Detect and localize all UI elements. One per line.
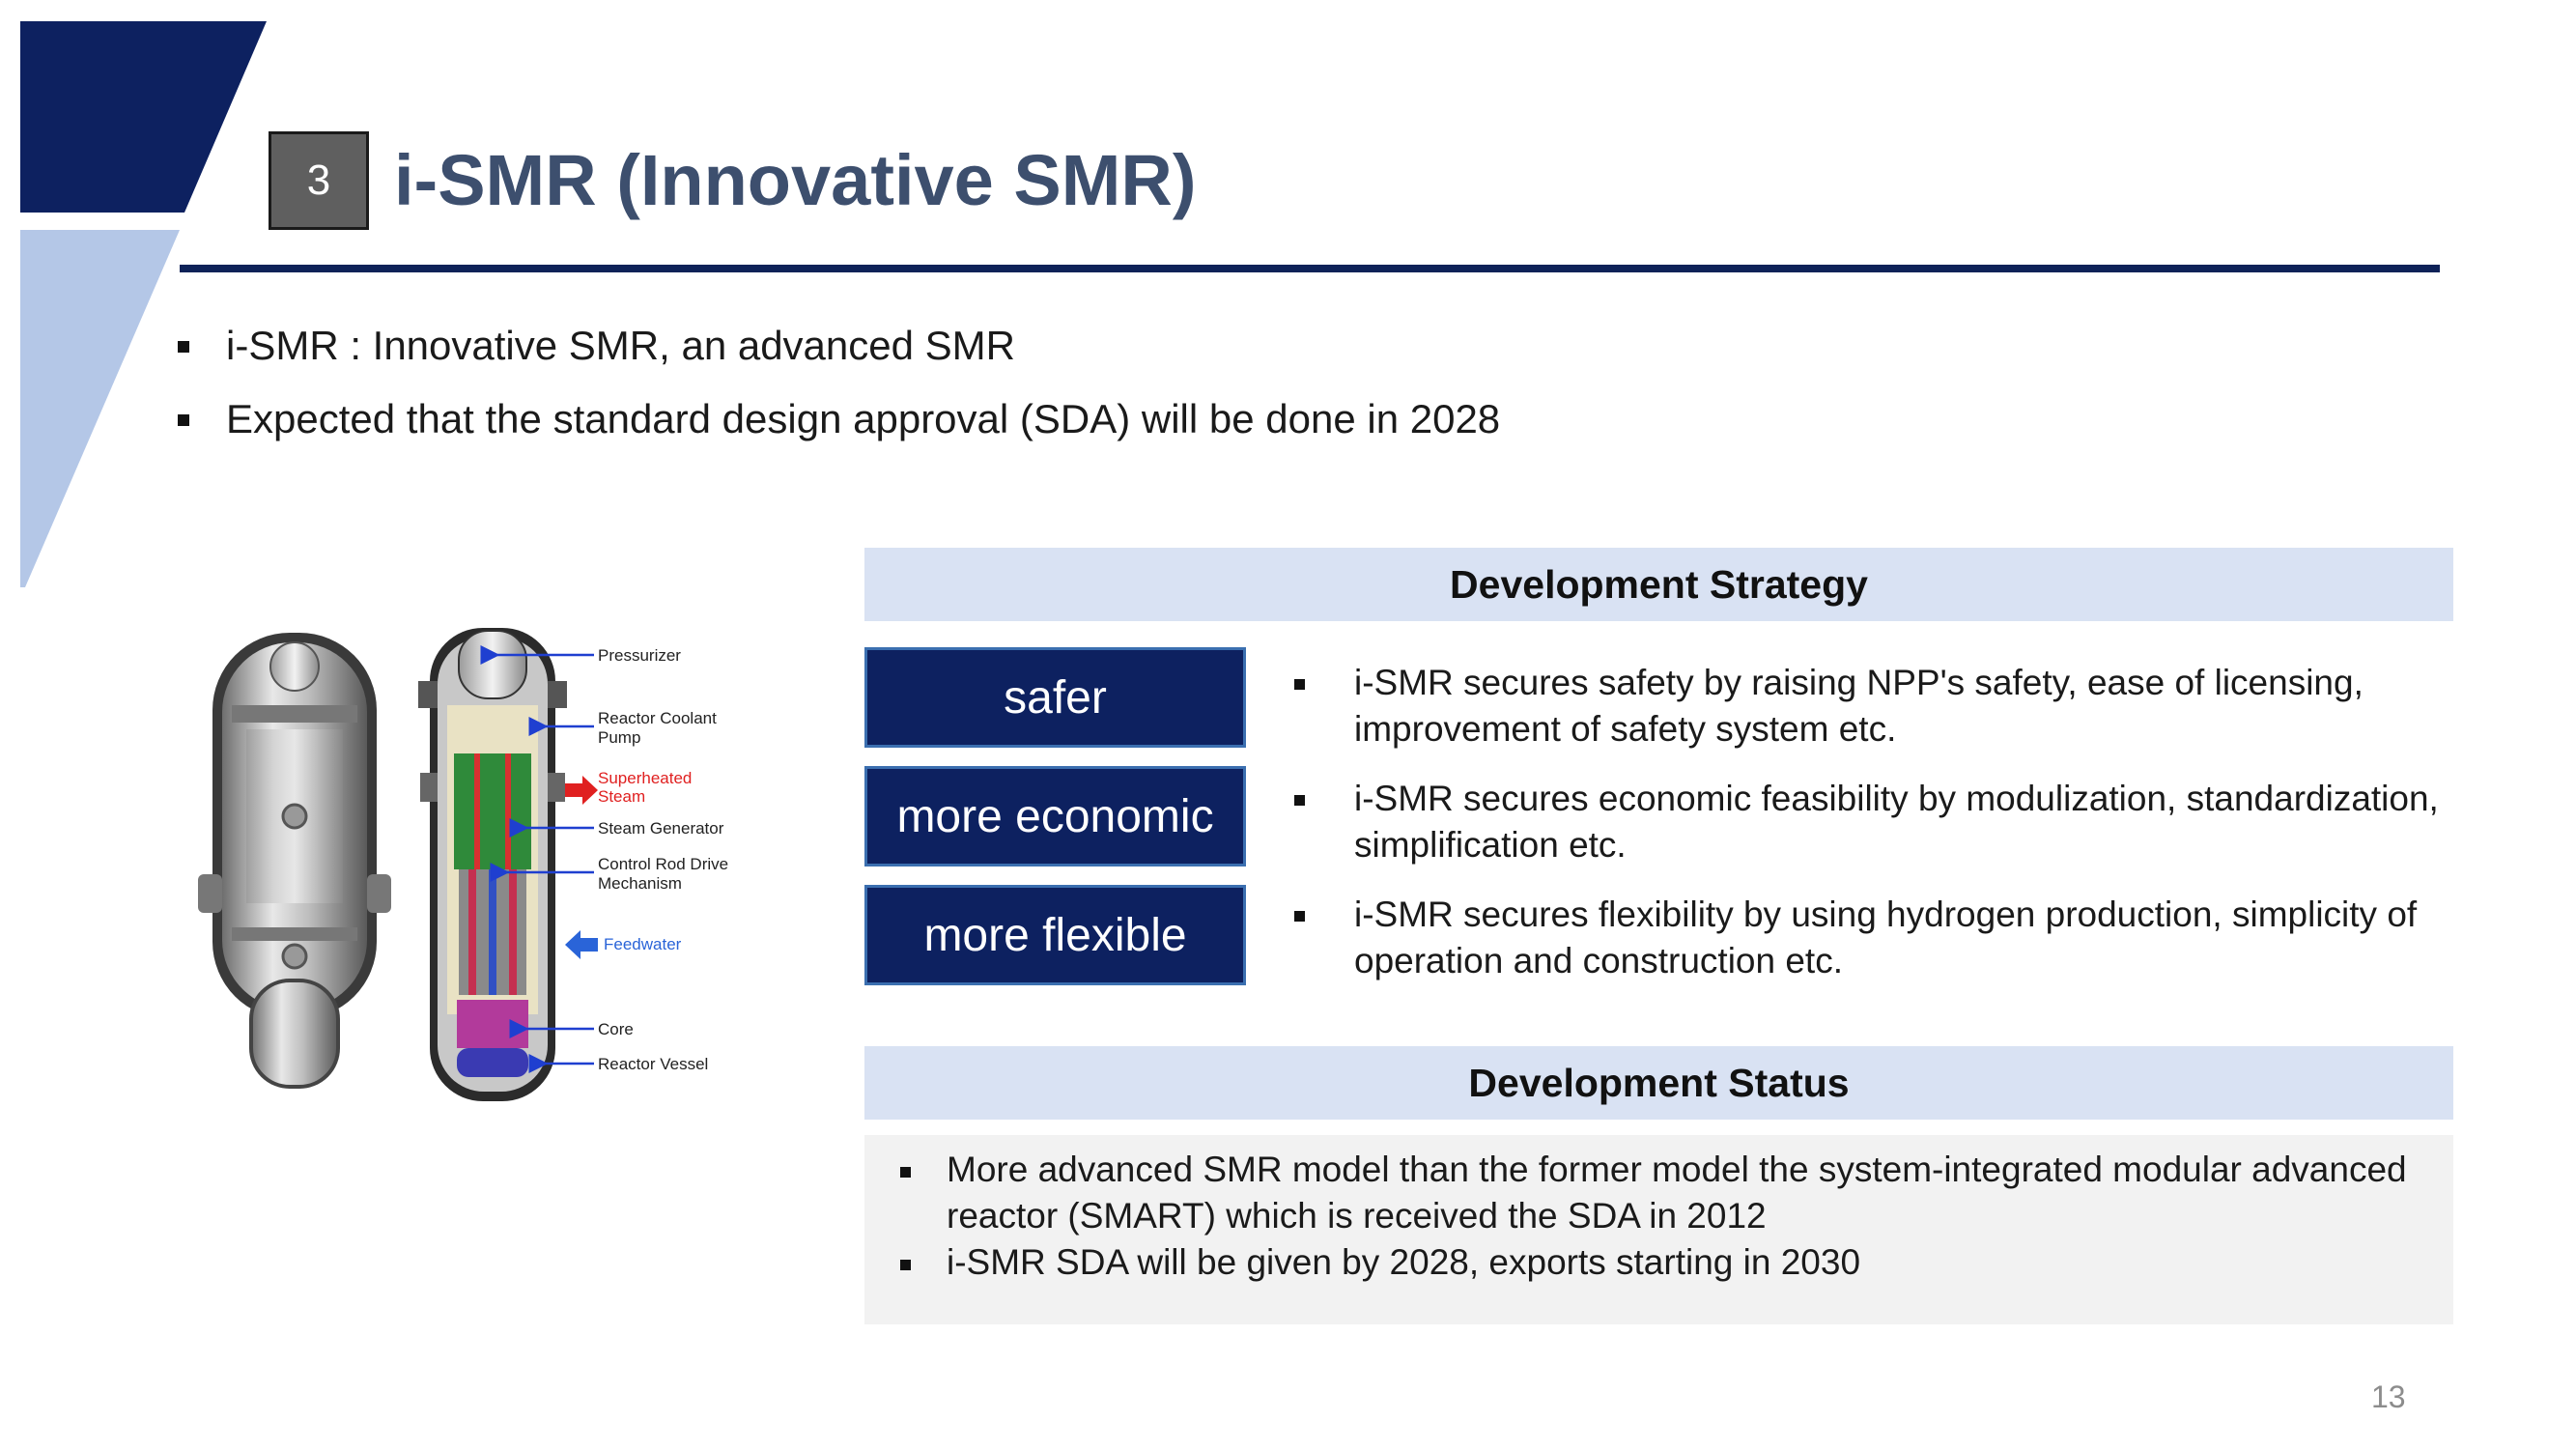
label-steam-generator: Steam Generator	[598, 819, 724, 838]
status-bullet: i-SMR SDA will be given by 2028, exports…	[900, 1239, 2415, 1286]
page-number: 13	[2371, 1379, 2406, 1414]
section-number: 3	[306, 156, 331, 204]
bullet-square-icon	[178, 414, 189, 426]
strategy-heading: Development Strategy	[864, 548, 2453, 621]
vessel-cross-section	[418, 628, 567, 1101]
status-bullet: More advanced SMR model than the former …	[900, 1147, 2415, 1239]
intro-bullet: i-SMR : Innovative SMR, an advanced SMR	[178, 309, 2303, 383]
intro-bullet-list: i-SMR : Innovative SMR, an advanced SMR …	[178, 309, 2303, 456]
vessel-exterior	[198, 633, 391, 1089]
label-core: Core	[598, 1020, 634, 1038]
bullet-square-icon	[900, 1260, 911, 1270]
bullet-square-icon	[900, 1167, 911, 1178]
strategy-description-safer: i-SMR secures safety by raising NPP's sa…	[1287, 660, 2465, 753]
label-reactor-coolant-pump-2: Pump	[598, 728, 640, 747]
corner-decoration-dark	[20, 21, 267, 213]
feedwater-arrow-icon	[565, 930, 598, 959]
intro-bullet: Expected that the standard design approv…	[178, 383, 2303, 456]
bullet-square-icon	[1294, 795, 1305, 806]
section-number-badge: 3	[269, 131, 369, 230]
label-control-rod-drive: Control Rod Drive	[598, 855, 728, 873]
reactor-diagram: Pressurizer Reactor Coolant Pump Superhe…	[198, 628, 728, 1101]
strategy-box-flexible: more flexible	[864, 885, 1246, 985]
label-superheated-steam-2: Steam	[598, 787, 645, 806]
superheated-steam-arrow-icon	[565, 776, 598, 805]
strategy-description-flexible: i-SMR secures flexibility by using hydro…	[1287, 892, 2465, 984]
strategy-box-economic: more economic	[864, 766, 1246, 867]
title-divider	[180, 265, 2440, 272]
label-feedwater: Feedwater	[604, 935, 682, 953]
strategy-description-economic: i-SMR secures economic feasibility by mo…	[1287, 776, 2465, 868]
strategy-box-safer: safer	[864, 647, 1246, 748]
status-heading: Development Status	[864, 1046, 2453, 1120]
page-title: i-SMR (Innovative SMR)	[394, 140, 1197, 220]
corner-decoration-light	[20, 230, 180, 587]
label-pressurizer: Pressurizer	[598, 646, 681, 665]
status-panel: More advanced SMR model than the former …	[864, 1135, 2453, 1324]
bullet-square-icon	[178, 341, 189, 353]
label-superheated-steam: Superheated	[598, 769, 692, 787]
label-reactor-coolant-pump: Reactor Coolant	[598, 709, 717, 727]
bullet-square-icon	[1294, 911, 1305, 922]
callout-lines	[480, 645, 594, 1073]
label-control-rod-drive-2: Mechanism	[598, 874, 682, 893]
label-reactor-vessel: Reactor Vessel	[598, 1055, 708, 1073]
bullet-square-icon	[1294, 679, 1305, 690]
